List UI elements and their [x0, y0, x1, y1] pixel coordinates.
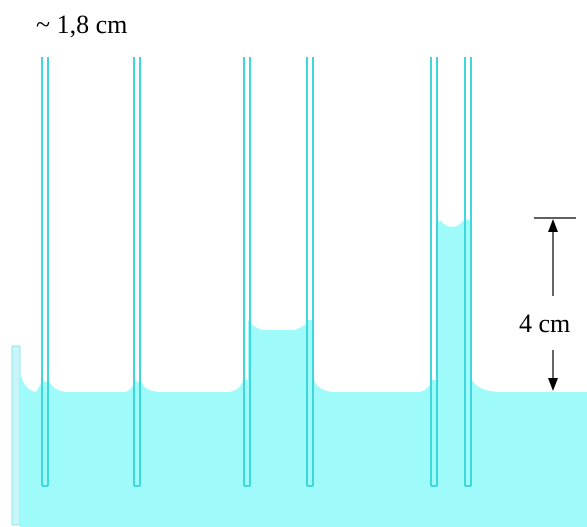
spacing-label: ~ 1,8 cm: [36, 10, 127, 39]
capillary-tube: [430, 57, 438, 487]
container-left-wall: [11, 345, 21, 526]
arrow-down-icon: [548, 378, 558, 391]
capillary-tube: [243, 57, 251, 487]
height-label: 4 cm: [519, 309, 570, 338]
capillary-tube: [133, 57, 141, 487]
capillary-tube: [41, 57, 49, 487]
arrow-up-icon: [548, 219, 558, 232]
capillary-tube: [306, 57, 314, 487]
raised-column-medium: [248, 320, 310, 392]
capillary-tube: [464, 57, 472, 487]
height-dimension: [534, 217, 576, 391]
raised-column-high: [436, 218, 468, 392]
